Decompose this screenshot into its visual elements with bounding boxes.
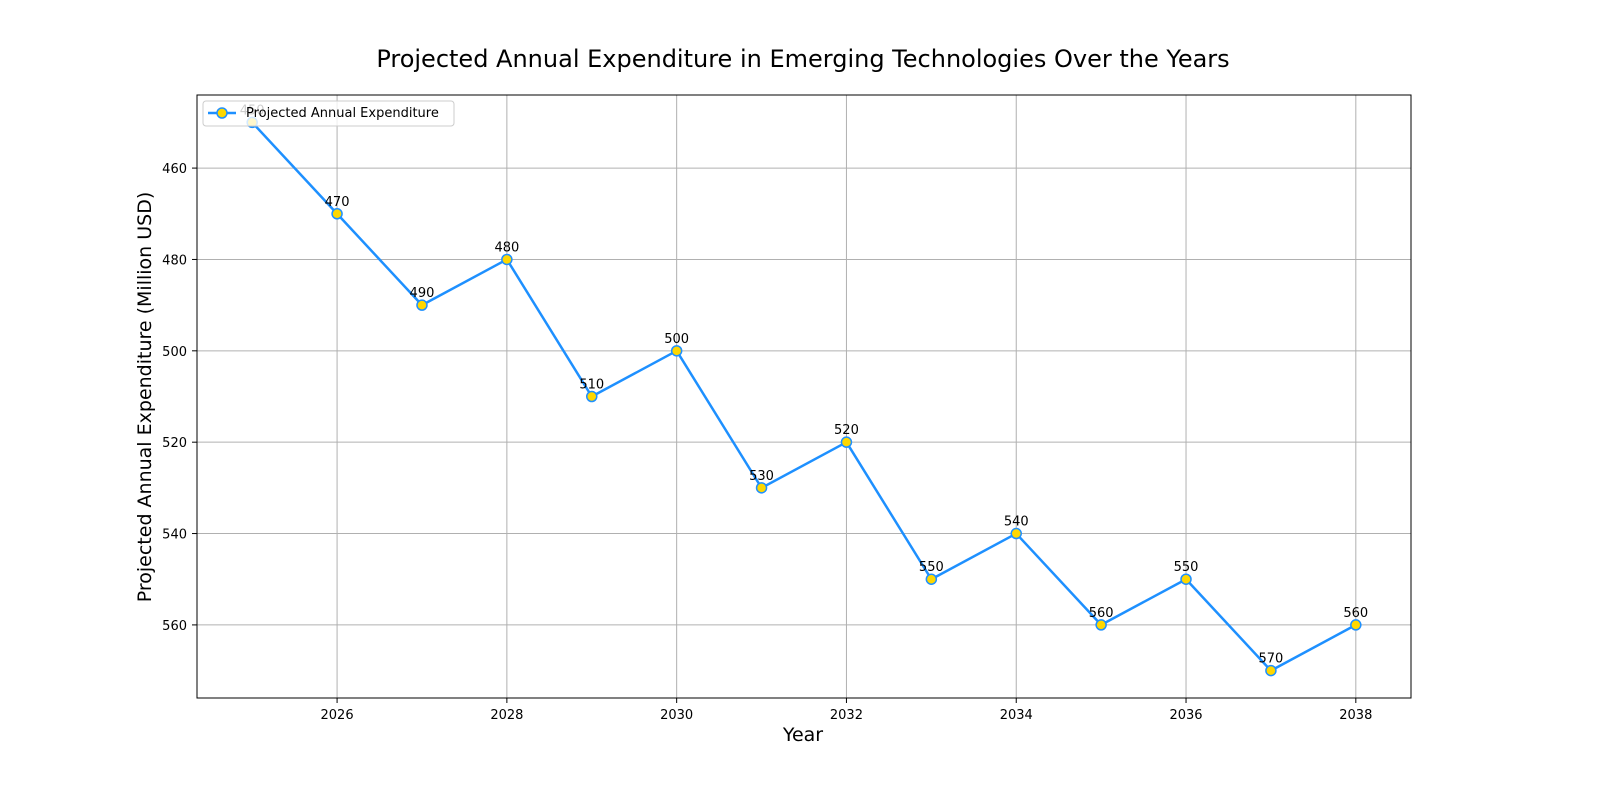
data-point (755, 482, 768, 494)
x-tick-label: 2032 (830, 708, 863, 723)
y-tick-label: 500 (162, 345, 187, 360)
x-tick-label: 2034 (1000, 708, 1033, 723)
y-axis-label: Projected Annual Expenditure (Million US… (134, 192, 156, 603)
series-group (246, 116, 1362, 677)
data-label: 500 (664, 332, 689, 347)
data-point (1095, 619, 1107, 631)
data-point (416, 299, 428, 311)
y-tick-label: 540 (162, 528, 187, 543)
data-point (1350, 619, 1362, 631)
x-tick-label: 2036 (1169, 708, 1202, 723)
data-label: 470 (325, 195, 350, 210)
data-label: 560 (1089, 606, 1114, 621)
plot-area-frame (196, 94, 1412, 699)
data-label: 510 (579, 378, 604, 393)
data-point (840, 436, 853, 448)
data-point (1265, 664, 1277, 677)
data-point (1180, 573, 1192, 585)
legend-box (202, 100, 455, 127)
y-axis-ticks: 460 480 500 520 540 560 (162, 162, 197, 634)
series-line (251, 121, 1357, 672)
y-tick-label: 520 (162, 436, 187, 451)
data-point (670, 345, 683, 357)
data-label: 540 (1004, 515, 1029, 530)
x-axis-ticks: 2026 2028 2030 2032 2034 2036 2038 (321, 698, 1372, 723)
data-label: 550 (919, 560, 944, 575)
data-label: 530 (749, 469, 774, 484)
data-label: 490 (410, 286, 435, 301)
legend-label: Projected Annual Expenditure (246, 106, 439, 121)
x-tick-label: 2038 (1339, 708, 1372, 723)
chart-title: Projected Annual Expenditure in Emerging… (376, 45, 1229, 73)
data-point (501, 253, 513, 266)
y-tick-label: 480 (162, 253, 187, 268)
y-tick-label: 460 (162, 162, 187, 177)
data-label: 520 (834, 423, 859, 438)
x-tick-label: 2026 (321, 708, 354, 723)
x-tick-label: 2030 (660, 708, 693, 723)
data-point (586, 390, 598, 403)
data-point (331, 208, 343, 220)
data-labels: 4504704904805105005305205505405605505705… (240, 103, 1368, 666)
y-tick-label: 560 (162, 619, 187, 634)
data-label: 570 (1259, 652, 1284, 667)
data-label: 550 (1174, 560, 1199, 575)
data-label: 480 (494, 240, 519, 255)
legend: Projected Annual Expenditure (202, 100, 455, 127)
x-axis-label: Year (782, 724, 823, 746)
x-tick-label: 2028 (490, 708, 523, 723)
grid (197, 95, 1411, 698)
data-point (925, 573, 938, 585)
legend-marker-swatch (216, 107, 228, 119)
data-point (1010, 527, 1022, 540)
data-label: 560 (1343, 606, 1368, 621)
